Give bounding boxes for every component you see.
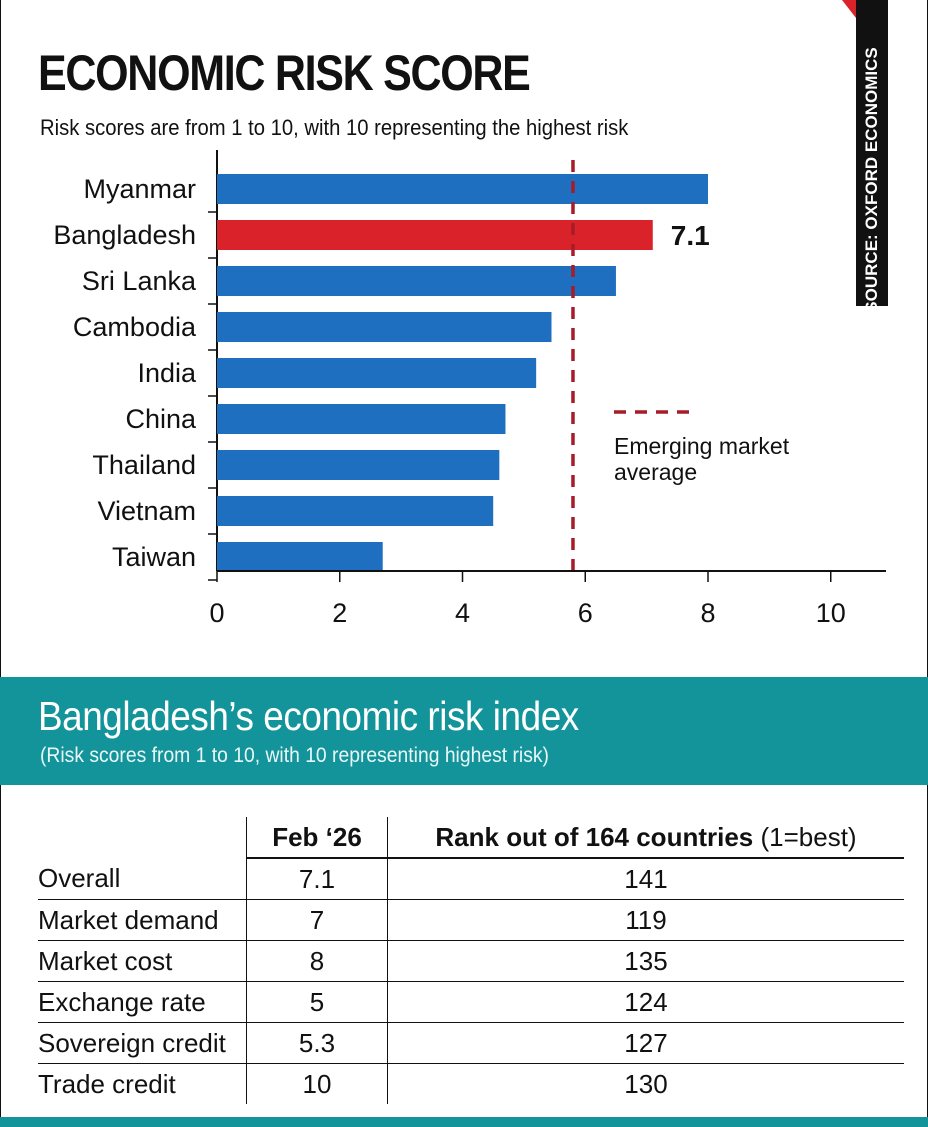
header-rank-label: Rank out of 164 countries — [435, 822, 753, 852]
category-label: Myanmar — [83, 174, 196, 204]
table-row: Trade credit 10 130 — [38, 1064, 904, 1105]
corner-accent — [842, 0, 856, 18]
x-tick-label: 10 — [816, 598, 846, 628]
header-feb: Feb ‘26 — [247, 817, 388, 858]
table-row: Market cost 8 135 — [38, 941, 904, 982]
category-label: Thailand — [92, 450, 196, 480]
row-label: Sovereign credit — [38, 1023, 247, 1064]
footer-band — [0, 1117, 928, 1127]
table-row: Sovereign credit 5.3 127 — [38, 1023, 904, 1064]
x-tick-label: 8 — [700, 598, 715, 628]
bar-taiwan — [217, 542, 383, 572]
legend-reference-label: average — [614, 459, 697, 485]
bar-vietnam — [217, 496, 493, 526]
category-label: Vietnam — [97, 496, 196, 526]
row-label: Market demand — [38, 900, 247, 941]
x-tick-label: 6 — [578, 598, 593, 628]
row-rank: 127 — [388, 1023, 905, 1064]
row-feb-score: 7.1 — [247, 858, 388, 900]
header-rank: Rank out of 164 countries (1=best) — [388, 817, 905, 858]
row-label: Overall — [38, 858, 247, 900]
risk-bar-chart: Myanmar Bangladesh 7.1 Sri Lanka Cambodia Ind… — [0, 150, 928, 650]
bar-china — [217, 404, 505, 434]
row-feb-score: 10 — [247, 1064, 388, 1105]
table-header-row: Feb ‘26 Rank out of 164 countries (1=bes… — [38, 817, 904, 858]
table-row: Exchange rate 5 124 — [38, 982, 904, 1023]
row-label: Trade credit — [38, 1064, 247, 1105]
row-rank: 135 — [388, 941, 905, 982]
row-rank: 119 — [388, 900, 905, 941]
table-row: Market demand 7 119 — [38, 900, 904, 941]
row-label: Market cost — [38, 941, 247, 982]
chart-title: ECONOMIC RISK SCORE — [38, 44, 530, 102]
x-tick-label: 4 — [455, 598, 470, 628]
bar-cambodia — [217, 312, 552, 342]
section-subtitle: (Risk scores from 1 to 10, with 10 repre… — [40, 744, 549, 768]
bar-sri-lanka — [217, 266, 616, 296]
category-label: Cambodia — [73, 312, 197, 342]
x-tick-label: 2 — [332, 598, 347, 628]
category-label: Sri Lanka — [82, 266, 197, 296]
category-label: Taiwan — [112, 542, 196, 572]
chart-subtitle: Risk scores are from 1 to 10, with 10 re… — [40, 115, 628, 141]
row-feb-score: 8 — [247, 941, 388, 982]
row-label: Exchange rate — [38, 982, 247, 1023]
header-empty-cell — [38, 817, 247, 858]
section-title: Bangladesh’s economic risk index — [38, 693, 579, 740]
risk-index-table: Feb ‘26 Rank out of 164 countries (1=bes… — [38, 817, 904, 1104]
header-rank-note: (1=best) — [760, 822, 856, 852]
header-feb-label: Feb ‘26 — [272, 822, 362, 852]
row-rank: 124 — [388, 982, 905, 1023]
row-feb-score: 5.3 — [247, 1023, 388, 1064]
highlight-value-label: 7.1 — [671, 220, 710, 251]
row-rank: 141 — [388, 858, 905, 900]
row-feb-score: 5 — [247, 982, 388, 1023]
bar-india — [217, 358, 536, 388]
category-label: India — [137, 358, 197, 388]
bar-bangladesh — [217, 220, 653, 250]
category-label: China — [125, 404, 197, 434]
bar-thailand — [217, 450, 499, 480]
category-label: Bangladesh — [53, 220, 196, 250]
row-feb-score: 7 — [247, 900, 388, 941]
row-rank: 130 — [388, 1064, 905, 1105]
x-tick-label: 0 — [209, 598, 224, 628]
bar-myanmar — [217, 174, 708, 204]
table-row: Overall 7.1 141 — [38, 858, 904, 900]
legend-reference-label: Emerging market — [614, 433, 790, 459]
